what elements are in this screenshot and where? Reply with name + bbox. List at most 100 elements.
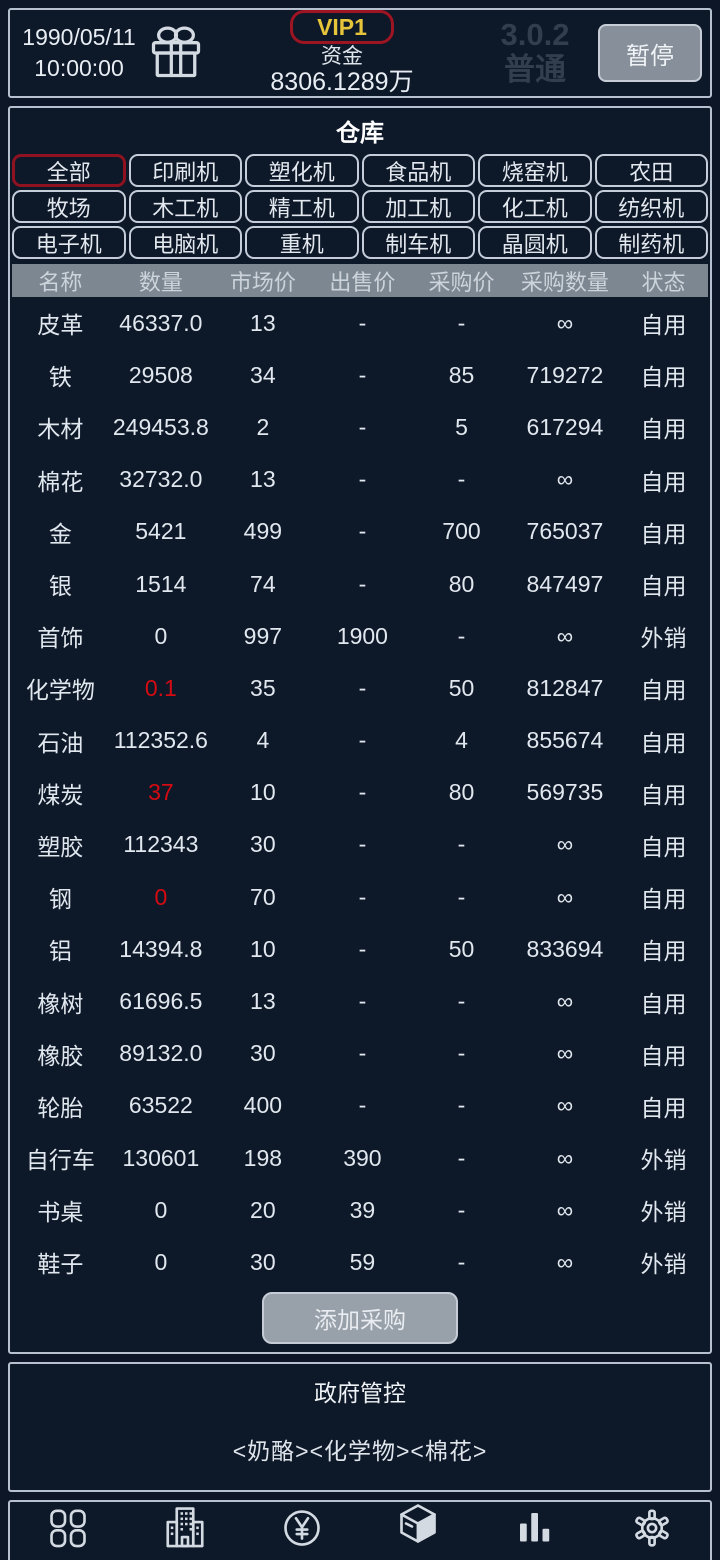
gift-button[interactable] [144,23,208,83]
category-label: 电脑机 [152,231,219,257]
cell-name: 皮革 [37,312,84,339]
pause-button[interactable]: 暂停 [598,24,702,82]
nav-label: 城市 [158,1555,212,1560]
cell-status: 自用 [640,1094,687,1121]
cell-status: 自用 [640,938,687,965]
nav-item-settings[interactable]: 设置 [593,1504,710,1560]
table-row[interactable]: 书桌 0 20 39 - ∞ 外销 [12,1184,708,1236]
cell-qty: 29508 [128,361,193,388]
table-row[interactable]: 自行车 130601 198 390 - ∞ 外销 [12,1132,708,1184]
category-label: 印刷机 [152,159,219,185]
category-button[interactable]: 塑化机 [245,154,359,187]
cell-status: 自用 [640,833,687,860]
cell-market: 198 [243,1144,283,1171]
category-button[interactable]: 牧场 [12,190,126,223]
category-button[interactable]: 化工机 [478,190,592,223]
nav-item-warehouse[interactable]: 仓库 [360,1501,477,1560]
cell-buyqty: ∞ [556,1092,574,1119]
cell-qty: 5421 [135,518,187,545]
category-label: 重机 [279,231,324,257]
cell-qty: 0 [154,883,168,910]
cell-sell: - [358,570,367,597]
cell-buy: - [457,1196,466,1223]
category-button[interactable]: 电子机 [12,226,126,259]
table-row[interactable]: 钢 0 70 - - ∞ 自用 [12,871,708,923]
category-grid: 全部 印刷机 塑化机 食品机 烧窑机 农田 牧场 [12,154,708,259]
table-row[interactable]: 橡树 61696.5 13 - - ∞ 自用 [12,975,708,1027]
add-purchase-button[interactable]: 添加采购 [262,1291,458,1344]
category-button[interactable]: 农田 [594,154,708,187]
cell-status: 自用 [640,781,687,808]
funds-block: VIP1 资金 8306.1289万 [212,9,472,97]
capital-icon [283,1509,320,1546]
table-row[interactable]: 首饰 0 997 1900 - ∞ 外销 [12,610,708,662]
cell-name: 石油 [37,729,84,756]
table-row[interactable]: 铝 14394.8 10 - 50 833694 自用 [12,923,708,975]
cell-buy: 85 [448,361,475,388]
table-row[interactable]: 金 5421 499 - 700 765037 自用 [12,506,708,558]
col-header-buyqty: 采购数量 [520,269,609,295]
category-label: 农田 [629,159,674,185]
table-row[interactable]: 铁 29508 34 - 85 719272 自用 [12,349,708,401]
cell-sell: - [358,413,367,440]
cell-status: 外销 [640,1251,687,1278]
cell-qty: 0.1 [144,674,177,701]
government-panel: 政府管控 <奶酪><化学物><棉花> [8,1361,712,1492]
cell-buy: 50 [448,674,475,701]
cell-sell: - [358,518,367,545]
category-button[interactable]: 烧窑机 [478,154,592,187]
bottom-nav: 概况 城市 资本 仓库 [8,1499,712,1560]
cell-status: 自用 [640,468,687,495]
cell-market: 4 [256,727,270,754]
cell-qty: 130601 [122,1144,200,1171]
dashboard-icon [50,1509,87,1547]
category-button[interactable]: 加工机 [361,190,475,223]
category-button[interactable]: 木工机 [128,190,242,223]
table-row[interactable]: 鞋子 0 30 59 - ∞ 外销 [12,1236,708,1288]
cell-buy: 700 [442,518,481,545]
table-row[interactable]: 银 1514 74 - 80 847497 自用 [12,558,708,610]
cell-name: 塑胶 [37,833,84,860]
category-button[interactable]: 食品机 [361,154,475,187]
vip-badge[interactable]: VIP1 [290,9,394,44]
category-button[interactable]: 印刷机 [128,154,242,187]
category-button[interactable]: 电脑机 [128,226,242,259]
table-row[interactable]: 煤炭 37 10 - 80 569735 自用 [12,767,708,819]
cell-status: 自用 [640,990,687,1017]
cell-sell: - [358,779,367,806]
nav-label: 概况 [41,1555,95,1560]
cell-buy: - [457,622,466,649]
warehouse-title: 仓库 [336,120,384,147]
nav-item-city[interactable]: 城市 [127,1504,244,1560]
cell-status: 外销 [640,1199,687,1226]
category-label: 食品机 [385,159,452,185]
cell-status: 外销 [640,625,687,652]
table-row[interactable]: 棉花 32732.0 13 - - ∞ 自用 [12,454,708,506]
category-button[interactable]: 全部 [12,154,126,187]
table-row[interactable]: 石油 112352.6 4 - 4 855674 自用 [12,715,708,767]
cell-name: 轮胎 [37,1094,84,1121]
table-row[interactable]: 塑胶 112343 30 - - ∞ 自用 [12,819,708,871]
table-row[interactable]: 化学物 0.1 35 - 50 812847 自用 [12,662,708,714]
cell-buy: - [457,1040,466,1067]
category-button[interactable]: 纺织机 [594,190,708,223]
table-row[interactable]: 皮革 46337.0 13 - - ∞ 自用 [12,297,708,349]
cell-name: 钢 [48,886,72,913]
nav-item-capital[interactable]: 资本 [243,1504,360,1560]
cell-sell: - [358,831,367,858]
government-title: 政府管控 [314,1379,406,1406]
category-button[interactable]: 精工机 [245,190,359,223]
cell-buyqty: ∞ [556,466,574,493]
nav-item-overview[interactable]: 概况 [10,1504,127,1560]
cell-name: 橡树 [37,990,84,1017]
category-button[interactable]: 制药机 [594,226,708,259]
table-row[interactable]: 轮胎 63522 400 - - ∞ 自用 [12,1080,708,1132]
table-row[interactable]: 木材 249453.8 2 - 5 617294 自用 [12,401,708,453]
table-row[interactable]: 橡胶 89132.0 30 - - ∞ 自用 [12,1028,708,1080]
category-button[interactable]: 制车机 [361,226,475,259]
cell-market: 13 [250,466,276,493]
category-button[interactable]: 晶圆机 [478,226,592,259]
nav-item-ranking[interactable]: 排行 [477,1504,594,1560]
category-button[interactable]: 重机 [245,226,359,259]
government-items: <奶酪><化学物><棉花> [232,1437,488,1464]
